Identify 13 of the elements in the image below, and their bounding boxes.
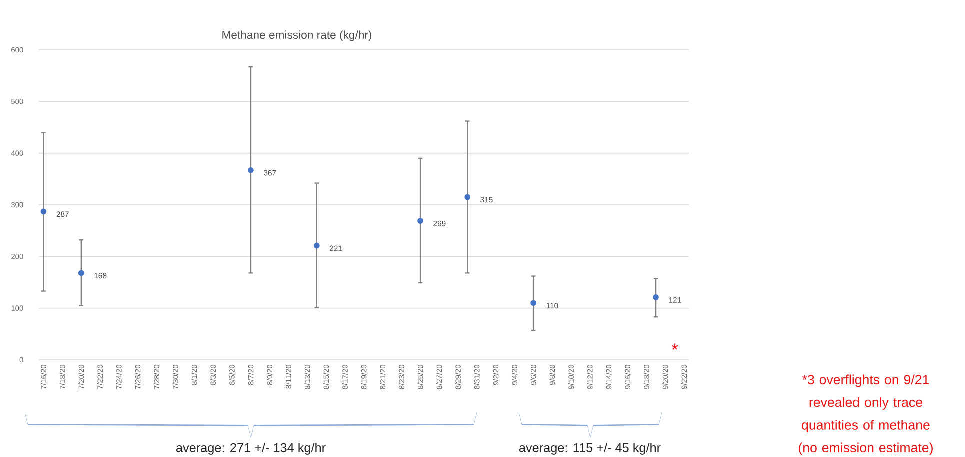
chart-title: Methane emission rate (kg/hr) xyxy=(222,30,372,42)
annotation: * xyxy=(672,344,678,350)
text: average: 271 +/- 134 kg/hr xyxy=(176,443,326,455)
point xyxy=(418,218,424,224)
text: average: 115 +/- 45 kg/hr xyxy=(519,443,661,455)
text: *3 overflights on 9/21 revealed only trace quantities of methane (no emission estimate) xyxy=(799,374,933,456)
point xyxy=(464,194,471,200)
point xyxy=(40,208,47,215)
point xyxy=(653,294,659,300)
point xyxy=(530,300,536,306)
point xyxy=(78,270,84,276)
point xyxy=(314,242,320,249)
point xyxy=(248,167,254,174)
